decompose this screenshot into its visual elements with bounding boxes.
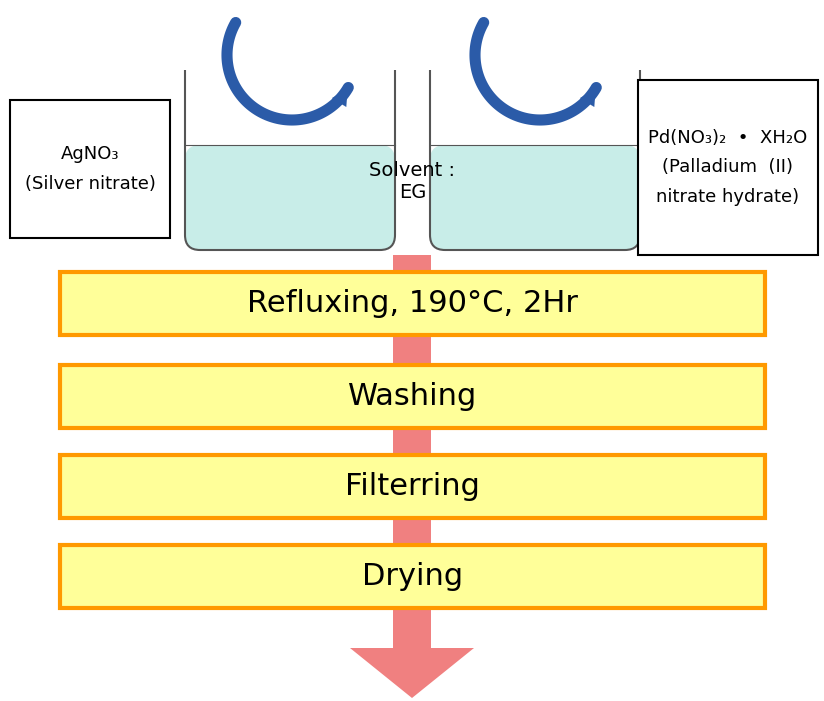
FancyBboxPatch shape <box>430 145 640 250</box>
Text: Washing: Washing <box>348 382 477 411</box>
Bar <box>60 365 765 428</box>
FancyBboxPatch shape <box>185 145 395 250</box>
Text: EG: EG <box>399 183 426 202</box>
Text: Refluxing, 190°C, 2Hr: Refluxing, 190°C, 2Hr <box>247 289 578 318</box>
Bar <box>60 455 765 518</box>
Bar <box>393 255 431 648</box>
Bar <box>60 545 765 608</box>
Text: AgNO₃
(Silver nitrate): AgNO₃ (Silver nitrate) <box>25 145 156 193</box>
Bar <box>60 272 765 335</box>
Text: Filterring: Filterring <box>345 472 480 501</box>
Text: Solvent :: Solvent : <box>369 161 456 180</box>
Text: Pd(NO₃)₂  •  XH₂O
(Palladium  (II)
nitrate hydrate): Pd(NO₃)₂ • XH₂O (Palladium (II) nitrate … <box>648 129 808 205</box>
Polygon shape <box>350 648 474 698</box>
Text: Drying: Drying <box>362 562 463 591</box>
Bar <box>10 100 170 238</box>
Bar <box>638 80 818 255</box>
